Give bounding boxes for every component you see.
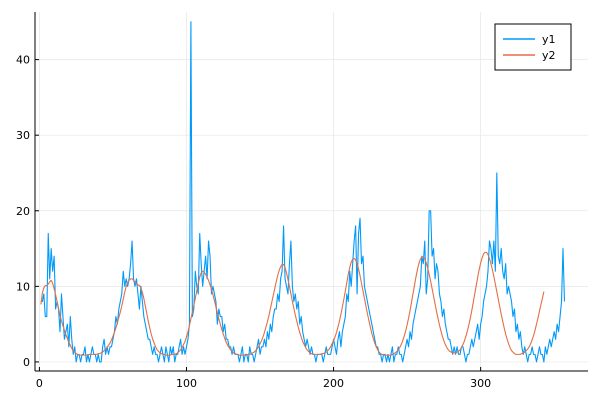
x-tick-label: 200 — [323, 377, 344, 390]
legend-label-y2: y2 — [542, 49, 556, 62]
y-tick-label: 0 — [23, 356, 30, 369]
legend-label-y1: y1 — [542, 33, 556, 46]
axes — [34, 12, 588, 372]
y-tick-label: 10 — [16, 280, 30, 293]
x-tick-label: 100 — [176, 377, 197, 390]
y-tick-label: 30 — [16, 129, 30, 142]
series-layer — [40, 21, 566, 363]
x-tick-label: 0 — [36, 377, 43, 390]
series-line-y1 — [40, 21, 566, 363]
y-tick-label: 40 — [16, 54, 30, 67]
y-tick-label: 20 — [16, 205, 30, 218]
legend-box — [494, 23, 572, 71]
tick-labels: 0 100 200 300 0 10 20 30 40 — [16, 54, 491, 390]
series-line-y2 — [40, 251, 545, 356]
x-tick-label: 300 — [470, 377, 491, 390]
